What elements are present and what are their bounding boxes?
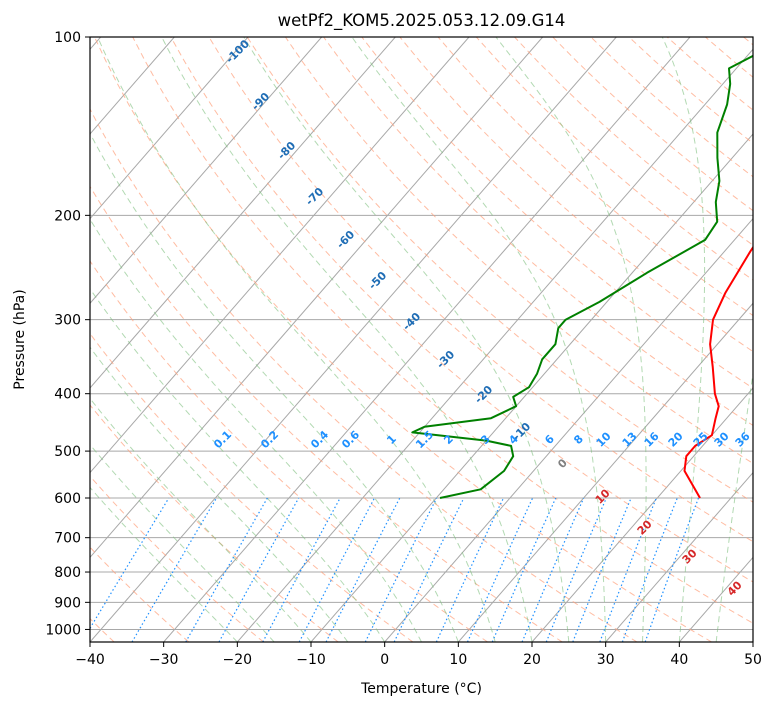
moist-adiabat-line xyxy=(90,287,386,642)
y-tick-label: 600 xyxy=(54,491,81,507)
dry-adiabat-line xyxy=(90,332,414,642)
y-tick-label: 200 xyxy=(54,208,81,224)
dry-adiabat-line xyxy=(246,37,753,503)
isotherm-line xyxy=(236,48,753,642)
dry-adiabat-line xyxy=(90,475,264,642)
moist-adiabat-line xyxy=(243,37,570,642)
y-tick-label: 700 xyxy=(54,531,81,547)
x-tick-label: −10 xyxy=(296,652,326,668)
moist-adiabat-line xyxy=(90,218,422,642)
mixing-ratio-line xyxy=(90,497,170,630)
moist-adiabat-line xyxy=(90,346,349,642)
dry-adiabat-line xyxy=(90,260,488,642)
dry-adiabat-line xyxy=(90,185,563,642)
mixing-ratio-line xyxy=(364,497,438,642)
moist-adiabat-line xyxy=(161,37,533,642)
mixing-ratio-line xyxy=(298,497,376,642)
x-tick-label: 50 xyxy=(744,652,762,668)
x-tick-label: 20 xyxy=(523,652,541,668)
mixing-ratio-line xyxy=(621,497,678,642)
mixing-ratio-line xyxy=(545,497,607,642)
isotherm-line xyxy=(90,37,249,220)
chart-title: wetPf2_KOM5.2025.053.12.09.G14 xyxy=(278,11,566,31)
dry-adiabat-lines xyxy=(90,37,753,642)
mixing-ratio-line xyxy=(599,497,657,642)
dry-adiabat-line xyxy=(132,37,753,624)
y-axis-ticks: 1000 900 800 700 600 500 400 300 200 100 xyxy=(45,30,90,638)
dry-adiabat-line xyxy=(90,546,190,642)
dry-adiabat-line xyxy=(170,37,753,583)
mixing-ratio-line xyxy=(435,497,505,642)
mixing-ratio-lines xyxy=(90,497,700,642)
y-tick-label: 900 xyxy=(54,595,81,611)
moist-adiabat-line xyxy=(90,132,459,642)
isotherm-line xyxy=(310,133,753,642)
mixing-ratio-line xyxy=(262,497,341,642)
moist-adiabat-line xyxy=(495,37,647,642)
isotherm-line xyxy=(90,37,396,389)
isotherm-line xyxy=(531,387,753,642)
mixing-ratio-line xyxy=(521,497,585,642)
isotherm-line xyxy=(90,37,617,642)
y-tick-label: 800 xyxy=(54,565,81,581)
x-axis-title: Temperature (°C) xyxy=(360,681,482,697)
moist-adiabat-line xyxy=(715,370,753,642)
moist-adiabat-line xyxy=(90,443,275,642)
isotherm-line xyxy=(605,471,753,642)
y-tick-label: 300 xyxy=(54,313,81,329)
x-tick-label: −40 xyxy=(75,652,105,668)
x-tick-label: 40 xyxy=(670,652,688,668)
mixing-ratio-line xyxy=(572,497,632,642)
x-tick-label: −30 xyxy=(149,652,179,668)
mixing-ratio-line xyxy=(466,497,534,642)
y-tick-label: 500 xyxy=(54,444,81,460)
dry-adiabat-line xyxy=(90,108,638,642)
y-tick-label: 1000 xyxy=(45,622,81,638)
isotherm-line xyxy=(90,37,470,474)
isotherm-lines xyxy=(90,37,753,642)
mixing-ratio-line xyxy=(325,497,401,642)
x-tick-label: 10 xyxy=(449,652,467,668)
isotherm-line xyxy=(163,37,691,642)
isotherm-line xyxy=(457,302,753,642)
isotherm-line xyxy=(90,37,544,559)
dry-adiabat-line xyxy=(94,37,712,642)
y-axis-title: Pressure (hPa) xyxy=(12,289,28,389)
dewpoint-profile-line xyxy=(411,54,753,499)
sounding-profiles xyxy=(411,54,753,499)
mixing-ratio-line xyxy=(491,497,557,642)
y-tick-label: 400 xyxy=(54,387,81,403)
isotherm-line xyxy=(384,217,753,642)
y-tick-label: 100 xyxy=(54,30,81,46)
mixing-ratio-line xyxy=(393,497,465,642)
moist-adiabat-line xyxy=(661,37,706,642)
plot-frame xyxy=(89,36,754,643)
dry-adiabat-line xyxy=(90,404,339,642)
x-tick-label: 0 xyxy=(380,652,389,668)
moist-adiabat-line xyxy=(351,37,607,642)
moist-adiabat-lines xyxy=(90,37,753,642)
moist-adiabat-line xyxy=(90,397,312,642)
x-axis-ticks: −40 −30 −20 −10 0 10 20 30 40 50 xyxy=(75,642,762,668)
temperature-profile-line xyxy=(683,245,753,499)
x-tick-label: −20 xyxy=(223,652,253,668)
x-tick-label: 30 xyxy=(597,652,615,668)
dry-adiabat-line xyxy=(208,37,753,543)
moist-adiabat-line xyxy=(97,37,496,642)
mixing-ratio-line xyxy=(644,497,700,642)
